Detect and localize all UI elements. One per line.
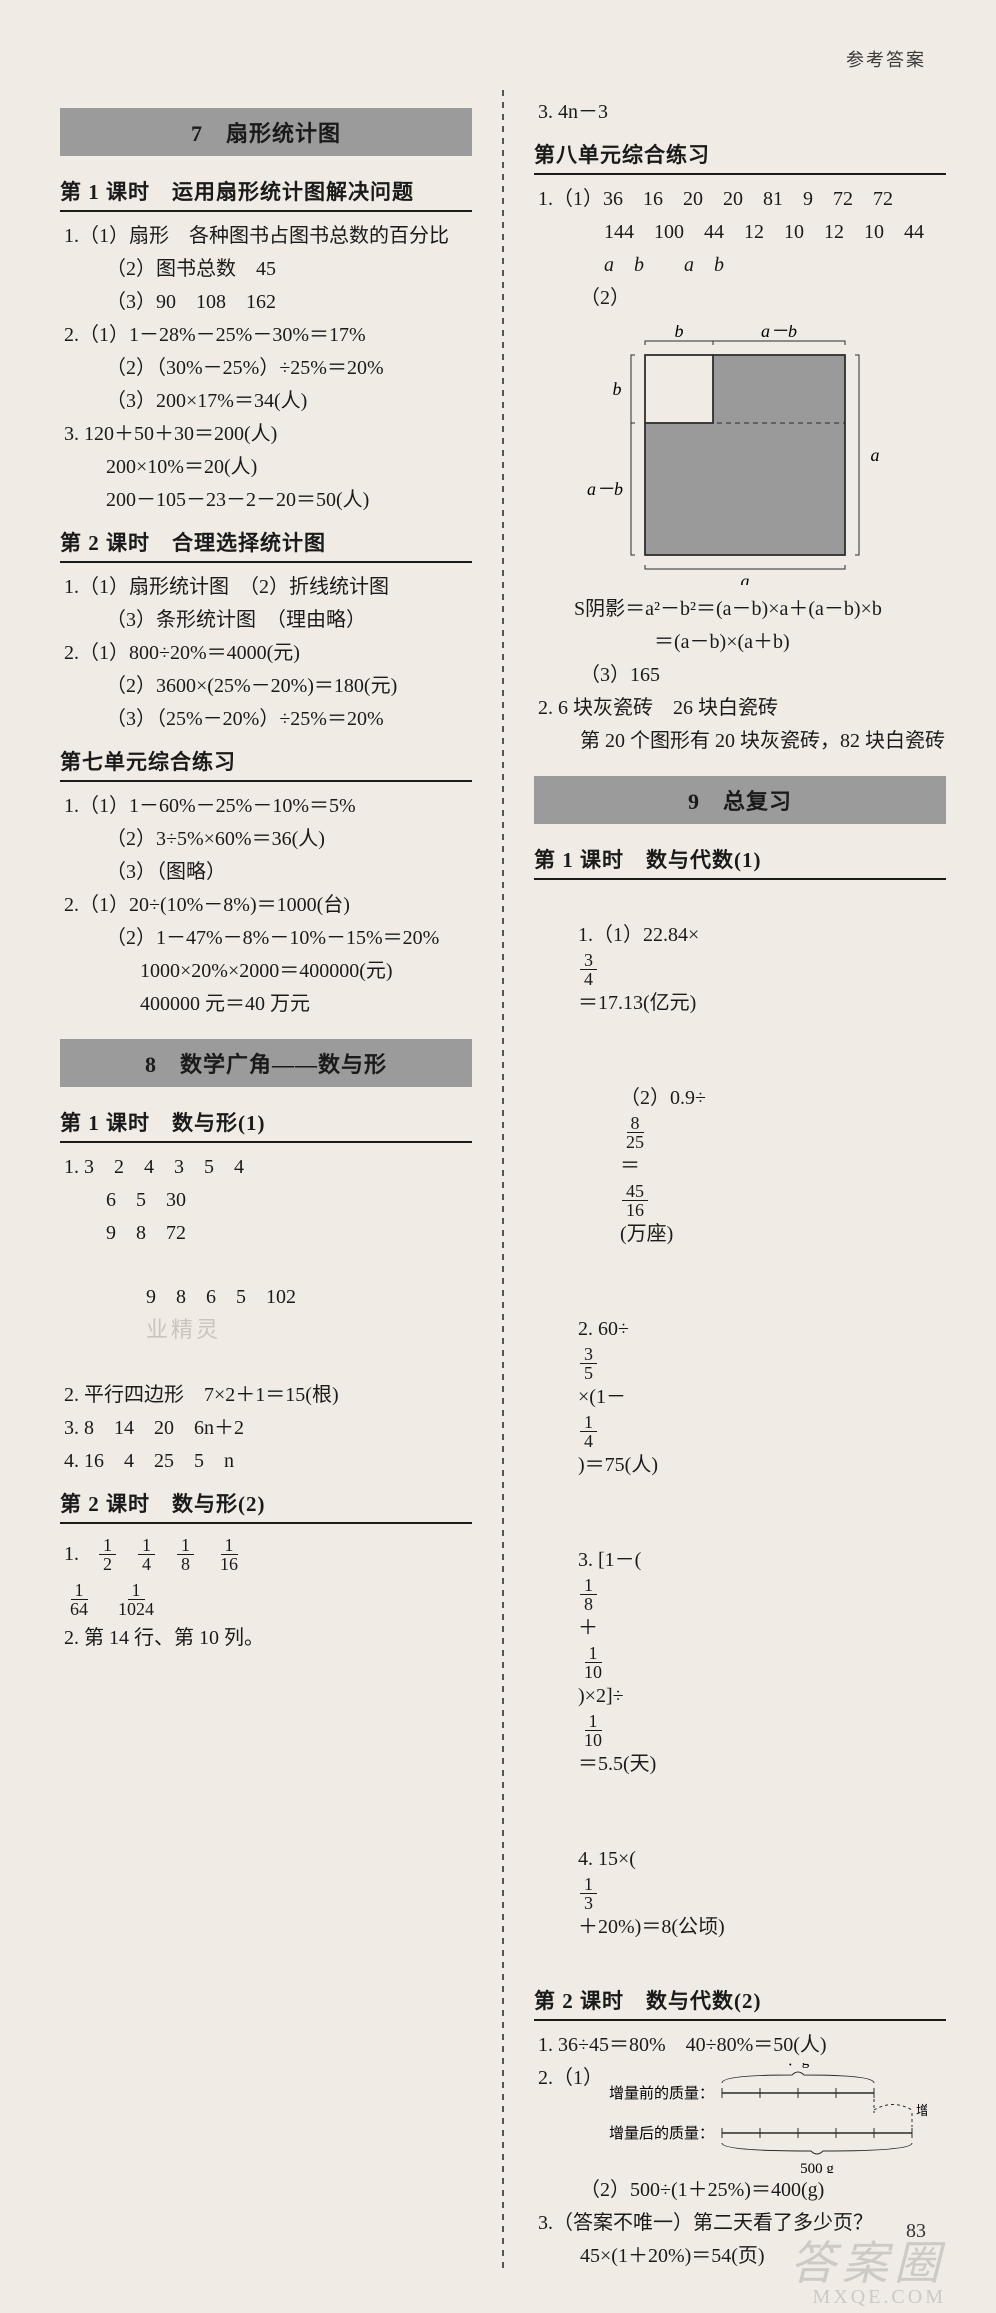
- text-line: （2）3600×(25%－20%)＝180(元): [60, 670, 472, 703]
- text-line: 第 20 个图形有 20 块灰瓷砖，82 块白瓷砖: [534, 725, 946, 758]
- watermark-url: MXQE.COM: [813, 2286, 946, 2309]
- text-line: （3）（25%－20%）÷25%＝20%: [60, 703, 472, 736]
- left-column: 7 扇形统计图 第 1 课时 运用扇形统计图解决问题 1.（1）扇形 各种图书占…: [60, 90, 472, 2273]
- math-line: 1.（1）22.84× 34 ＝17.13(亿元): [534, 888, 946, 1051]
- text-line: 1.（1）36 16 20 20 81 9 72 72: [534, 183, 946, 216]
- text-line: 400000 元＝40 万元: [60, 988, 472, 1021]
- q-prefix: 1.: [64, 1543, 79, 1566]
- text-line: 2. 平行四边形 7×2＋1＝15(根): [60, 1379, 472, 1412]
- text-line: 3. 120＋50＋30＝200(人): [60, 418, 472, 451]
- svg-text:a: a: [871, 445, 880, 465]
- text-line: 1.（1）1－60%－25%－10%＝5%: [60, 790, 472, 823]
- svg-text:？g: ？g: [787, 2063, 810, 2069]
- math-line: （2）0.9÷ 825 ＝ 4516 (万座): [534, 1051, 946, 1282]
- text-line: 2. 6 块灰瓷砖 26 块白瓷砖: [534, 692, 946, 725]
- text-line: （2）1－47%－8%－10%－15%＝20%: [60, 922, 472, 955]
- text-line: a b a b: [534, 249, 946, 282]
- formula-line: S阴影＝a²－b²＝(a－b)×a＋(a－b)×b: [534, 593, 946, 626]
- text-line: 4. 16 4 25 5 n: [60, 1445, 472, 1478]
- area-svg: b a－b b a－b a a: [575, 325, 905, 585]
- fraction: 825: [622, 1114, 648, 1151]
- lesson-7-1-title: 第 1 课时 运用扇形统计图解决问题: [60, 166, 472, 212]
- text-line: 1000×20%×2000＝400000(元): [60, 955, 472, 988]
- text-line: （2）500÷(1＋25%)＝400(g): [534, 2174, 946, 2207]
- svg-text:增量后的质量：: 增量后的质量：: [609, 2125, 714, 2142]
- fraction: 35: [580, 1345, 597, 1382]
- text-line: 200－105－23－2－20＝50(人): [60, 484, 472, 517]
- lesson-8-1-title: 第 1 课时 数与形(1): [60, 1097, 472, 1143]
- watermark-main: 答案圈: [790, 2227, 946, 2293]
- lesson-9-1-title: 第 1 课时 数与代数(1): [534, 834, 946, 880]
- text-line: （3）200×17%＝34(人): [60, 385, 472, 418]
- text-line: 1. 3 2 4 3 5 4: [60, 1151, 472, 1184]
- text-line: 2.（1）20÷(10%－8%)＝1000(台): [60, 889, 472, 922]
- fraction: 18: [580, 1576, 597, 1613]
- text-line: （3）165: [534, 659, 946, 692]
- svg-text:增量前的质量：: 增量前的质量：: [609, 2085, 714, 2102]
- svg-text:a－b: a－b: [761, 325, 797, 341]
- math-line: 2. 60÷ 35 ×(1－ 14 )＝75(人): [534, 1282, 946, 1513]
- unit-7-review-title: 第七单元综合练习: [60, 736, 472, 782]
- text-line: 9 8 72: [60, 1217, 472, 1250]
- text-line: 2.（1）800÷20%＝4000(元): [60, 637, 472, 670]
- column-divider: [502, 90, 504, 2273]
- fraction: 12: [99, 1536, 116, 1573]
- lesson-9-2-title: 第 2 课时 数与代数(2): [534, 1975, 946, 2021]
- text-line: （3）条形统计图 （理由略）: [60, 604, 472, 637]
- text-line: 1.（1）扇形统计图 （2）折线统计图: [60, 571, 472, 604]
- page: 参考答案 7 扇形统计图 第 1 课时 运用扇形统计图解决问题 1.（1）扇形 …: [0, 0, 996, 2313]
- text-line: 6 5 30: [60, 1184, 472, 1217]
- watermark-ghost: 业精灵: [146, 1317, 221, 1342]
- section-7-banner: 7 扇形统计图: [60, 108, 472, 156]
- text-line: 3. 4n－3: [534, 96, 946, 129]
- header-right: 参考答案: [846, 46, 926, 72]
- fraction: 13: [580, 1875, 597, 1912]
- fraction: 14: [580, 1413, 597, 1450]
- fraction: 18: [177, 1536, 194, 1573]
- math-line: 3. [1－( 18 ＋ 110 )×2]÷ 110 ＝5.5(天): [534, 1513, 946, 1812]
- fraction: 110: [580, 1644, 606, 1681]
- unit-8-review-title: 第八单元综合练习: [534, 129, 946, 175]
- text-line: （3）90 108 162: [60, 286, 472, 319]
- area-diagram: b a－b b a－b a a: [534, 325, 946, 585]
- text-line: 2.（1）1－28%－25%－30%＝17%: [60, 319, 472, 352]
- text-line: （3）（图略）: [60, 856, 472, 889]
- fraction: 116: [216, 1536, 242, 1573]
- text-line: 2. 第 14 行、第 10 列。: [60, 1622, 472, 1655]
- svg-text:500 g: 500 g: [800, 2161, 834, 2173]
- text-line: （2）图书总数 45: [60, 253, 472, 286]
- svg-text:a: a: [741, 571, 750, 585]
- math-line: 4. 15×( 13 ＋20%)＝8(公顷): [534, 1812, 946, 1975]
- text-line: 3. 8 14 20 6n＋2: [60, 1412, 472, 1445]
- text-line: 1.（1）扇形 各种图书占图书总数的百分比: [60, 220, 472, 253]
- text-line: （2）3÷5%×60%＝36(人): [60, 823, 472, 856]
- svg-text:b: b: [613, 379, 622, 399]
- fraction: 110: [580, 1712, 606, 1749]
- section-8-banner: 8 数学广角——数与形: [60, 1039, 472, 1087]
- q-prefix: 2.（1）: [538, 2063, 603, 2094]
- lesson-7-2-title: 第 2 课时 合理选择统计图: [60, 517, 472, 563]
- fraction-row: 1. 12 14 18 116: [60, 1532, 472, 1577]
- fraction: 14: [138, 1536, 155, 1573]
- text-line: 200×10%＝20(人): [60, 451, 472, 484]
- text-line: 144 100 44 12 10 12 10 44: [534, 216, 946, 249]
- formula-line: ＝(a－b)×(a＋b): [534, 626, 946, 659]
- svg-text:a－b: a－b: [587, 479, 623, 499]
- text-line: 9 8 6 5 102 业精灵: [60, 1250, 472, 1379]
- text-line: 1. 36÷45＝80% 40÷80%＝50(人): [534, 2029, 946, 2062]
- lesson-8-2-title: 第 2 课时 数与形(2): [60, 1478, 472, 1524]
- section-9-banner: 9 总复习: [534, 776, 946, 824]
- q-prefix: （2）: [534, 282, 946, 315]
- number-line-svg: 增量前的质量： 增量后的质量： ？g 增量 25% 500 g: [607, 2063, 927, 2173]
- text: 9 8 6 5 102: [146, 1286, 296, 1308]
- content-columns: 7 扇形统计图 第 1 课时 运用扇形统计图解决问题 1.（1）扇形 各种图书占…: [60, 90, 946, 2273]
- number-line-block: 2.（1） 增量前的质量： 增量后的质量： ？g 增量 25% 500 g: [534, 2062, 946, 2174]
- fraction: 34: [580, 951, 597, 988]
- text-line: （2）（30%－25%）÷25%＝20%: [60, 352, 472, 385]
- fraction: 4516: [622, 1182, 648, 1219]
- svg-text:增量 25%: 增量 25%: [916, 2103, 927, 2118]
- right-column: 3. 4n－3 第八单元综合练习 1.（1）36 16 20 20 81 9 7…: [534, 90, 946, 2273]
- svg-text:b: b: [675, 325, 684, 341]
